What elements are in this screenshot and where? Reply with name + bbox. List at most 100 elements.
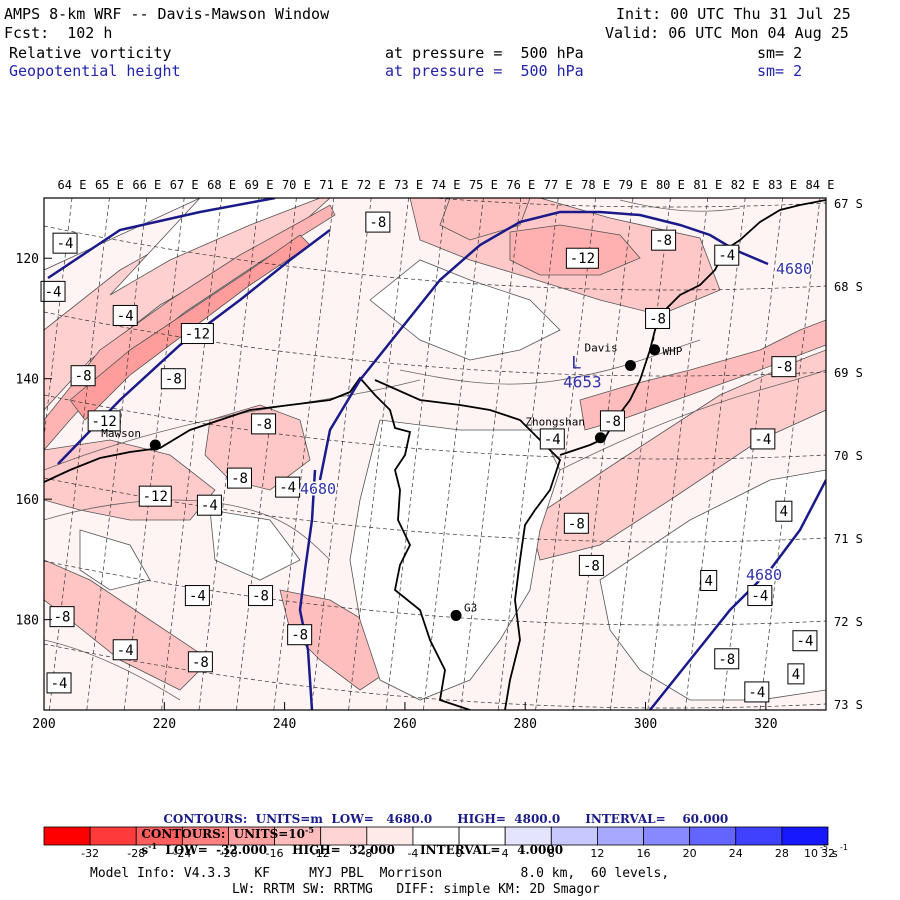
longitude-label: 66 E [132,178,161,192]
vorticity-label: -4 [51,676,68,692]
latitude-gridline [44,225,826,291]
latitude-label: 73 S [834,698,863,712]
latitude-label: 71 S [834,532,863,546]
longitude-label: 68 E [207,178,236,192]
vorticity-label-box [563,512,589,534]
scale-tick-label: -8 [361,847,372,860]
field2-smooth: sm= 2 [757,62,803,80]
longitude-gridline [460,198,522,710]
plot-frame [43,197,827,711]
vorticity-label-box [70,365,96,387]
longitude-label: 73 E [394,178,423,192]
longitude-gridline [310,198,372,710]
geopotential-contour [298,469,317,710]
vorticity-label: -12 [185,327,210,343]
x-tick-label: 240 [273,717,296,732]
longitude-gridline [497,198,559,710]
scale-unit-exp: -5 [820,843,828,852]
scale-unit2-exp: -1 [840,843,848,852]
vorticity-label: 4 [704,573,712,589]
vorticity-fill-region [529,349,826,561]
vorticity-label: -8 [604,414,621,430]
longitude-gridline [86,198,148,710]
x-tick-label: 320 [754,717,777,732]
latitude-label: 68 S [834,280,863,294]
vorticity-contour-line [44,379,421,471]
longitude-gridline [198,198,260,710]
scale-tick-label: -4 [407,847,418,860]
geopotential-label: 4680 [300,480,336,498]
longitude-label: 69 E [245,178,274,192]
vorticity-label-box [187,651,213,673]
vorticity-label-box [227,467,252,489]
longitude-label: 76 E [506,178,535,192]
vorticity-label: -4 [189,589,206,605]
latitude-gridline [430,198,826,208]
vorticity-label: -4 [754,432,771,448]
vorticity-label-box [138,485,172,507]
neutral-vorticity-region [369,259,561,361]
vorticity-label: -8 [231,471,248,487]
field1-name: Relative vorticity [9,44,172,62]
vorticity-label: -8 [369,215,386,231]
latitude-gridline [44,311,826,377]
vorticity-label-box [40,280,66,302]
x-tick-label: 280 [513,717,536,732]
field1-smooth: sm= 2 [757,44,803,62]
y-tick-label: 140 [16,373,39,388]
valid-time: Valid: 06 UTC Mon 04 Aug 25 [605,24,849,42]
vorticity-label: -4 [279,480,296,496]
scale-tick-label: -12 [312,847,330,860]
scale-tick-label: 4 [502,847,509,860]
longitude-gridline [610,198,671,710]
low-center-symbol: L [571,354,581,374]
longitude-gridline [123,198,185,710]
y-tick-label: 120 [16,252,39,267]
latitude-gridline [44,560,826,626]
vorticity-label-box [651,229,677,251]
scale-tick-label: 8 [548,847,555,860]
vorticity-label: 4 [780,504,788,520]
latitude-gridline [44,394,826,460]
scale-unit2-label: s [832,847,838,860]
longitude-label: 70 E [282,178,311,192]
vorticity-label-box [565,247,599,269]
vorticity-label-box [112,639,138,661]
latitude-gridline [44,643,826,709]
field2-name: Geopotential height [9,62,181,80]
vorticity-label: -8 [649,311,666,327]
vorticity-label-box [46,672,72,694]
neutral-vorticity-region [209,509,301,581]
vorticity-label-box [714,244,740,266]
scale-swatch [781,826,829,846]
longitude-label: 79 E [619,178,648,192]
x-tick-label: 300 [634,717,657,732]
vorticity-label-box [747,585,773,607]
vorticity-label-box [49,606,75,628]
station-label: Mawson [101,427,141,440]
station-label: Zhongshan [525,416,585,429]
scale-tick-label: 16 [637,847,651,860]
vorticity-label-box [578,554,604,576]
scale-swatch [89,826,137,846]
station-marker [450,609,462,621]
model-info: Model Info: V4.3.3 KF MYJ PBL Morrison 8… [90,866,670,881]
scale-tick-label: -28 [127,847,145,860]
station-marker [149,439,161,451]
vorticity-label-box [251,413,277,435]
station-marker [649,344,661,356]
vorticity-label: -4 [748,685,765,701]
vorticity-label-box [744,681,770,703]
scale-tick-label: 28 [775,847,789,860]
vorticity-label-box [750,428,776,450]
longitude-label: 78 E [581,178,610,192]
contours-height-info: CONTOURS: UNITS=m LOW= 4680.0 HIGH= 4800… [155,798,728,826]
vorticity-label: -8 [291,628,308,644]
scale-swatch [735,826,783,846]
vorticity-contour-line [619,199,741,212]
vorticity-fill-region [439,198,531,241]
vorticity-label: -4 [718,248,735,264]
neutral-vorticity-region [109,198,321,296]
contours-vorticity-unit-exp: -1 [148,841,158,851]
vorticity-contour-line [399,339,701,385]
